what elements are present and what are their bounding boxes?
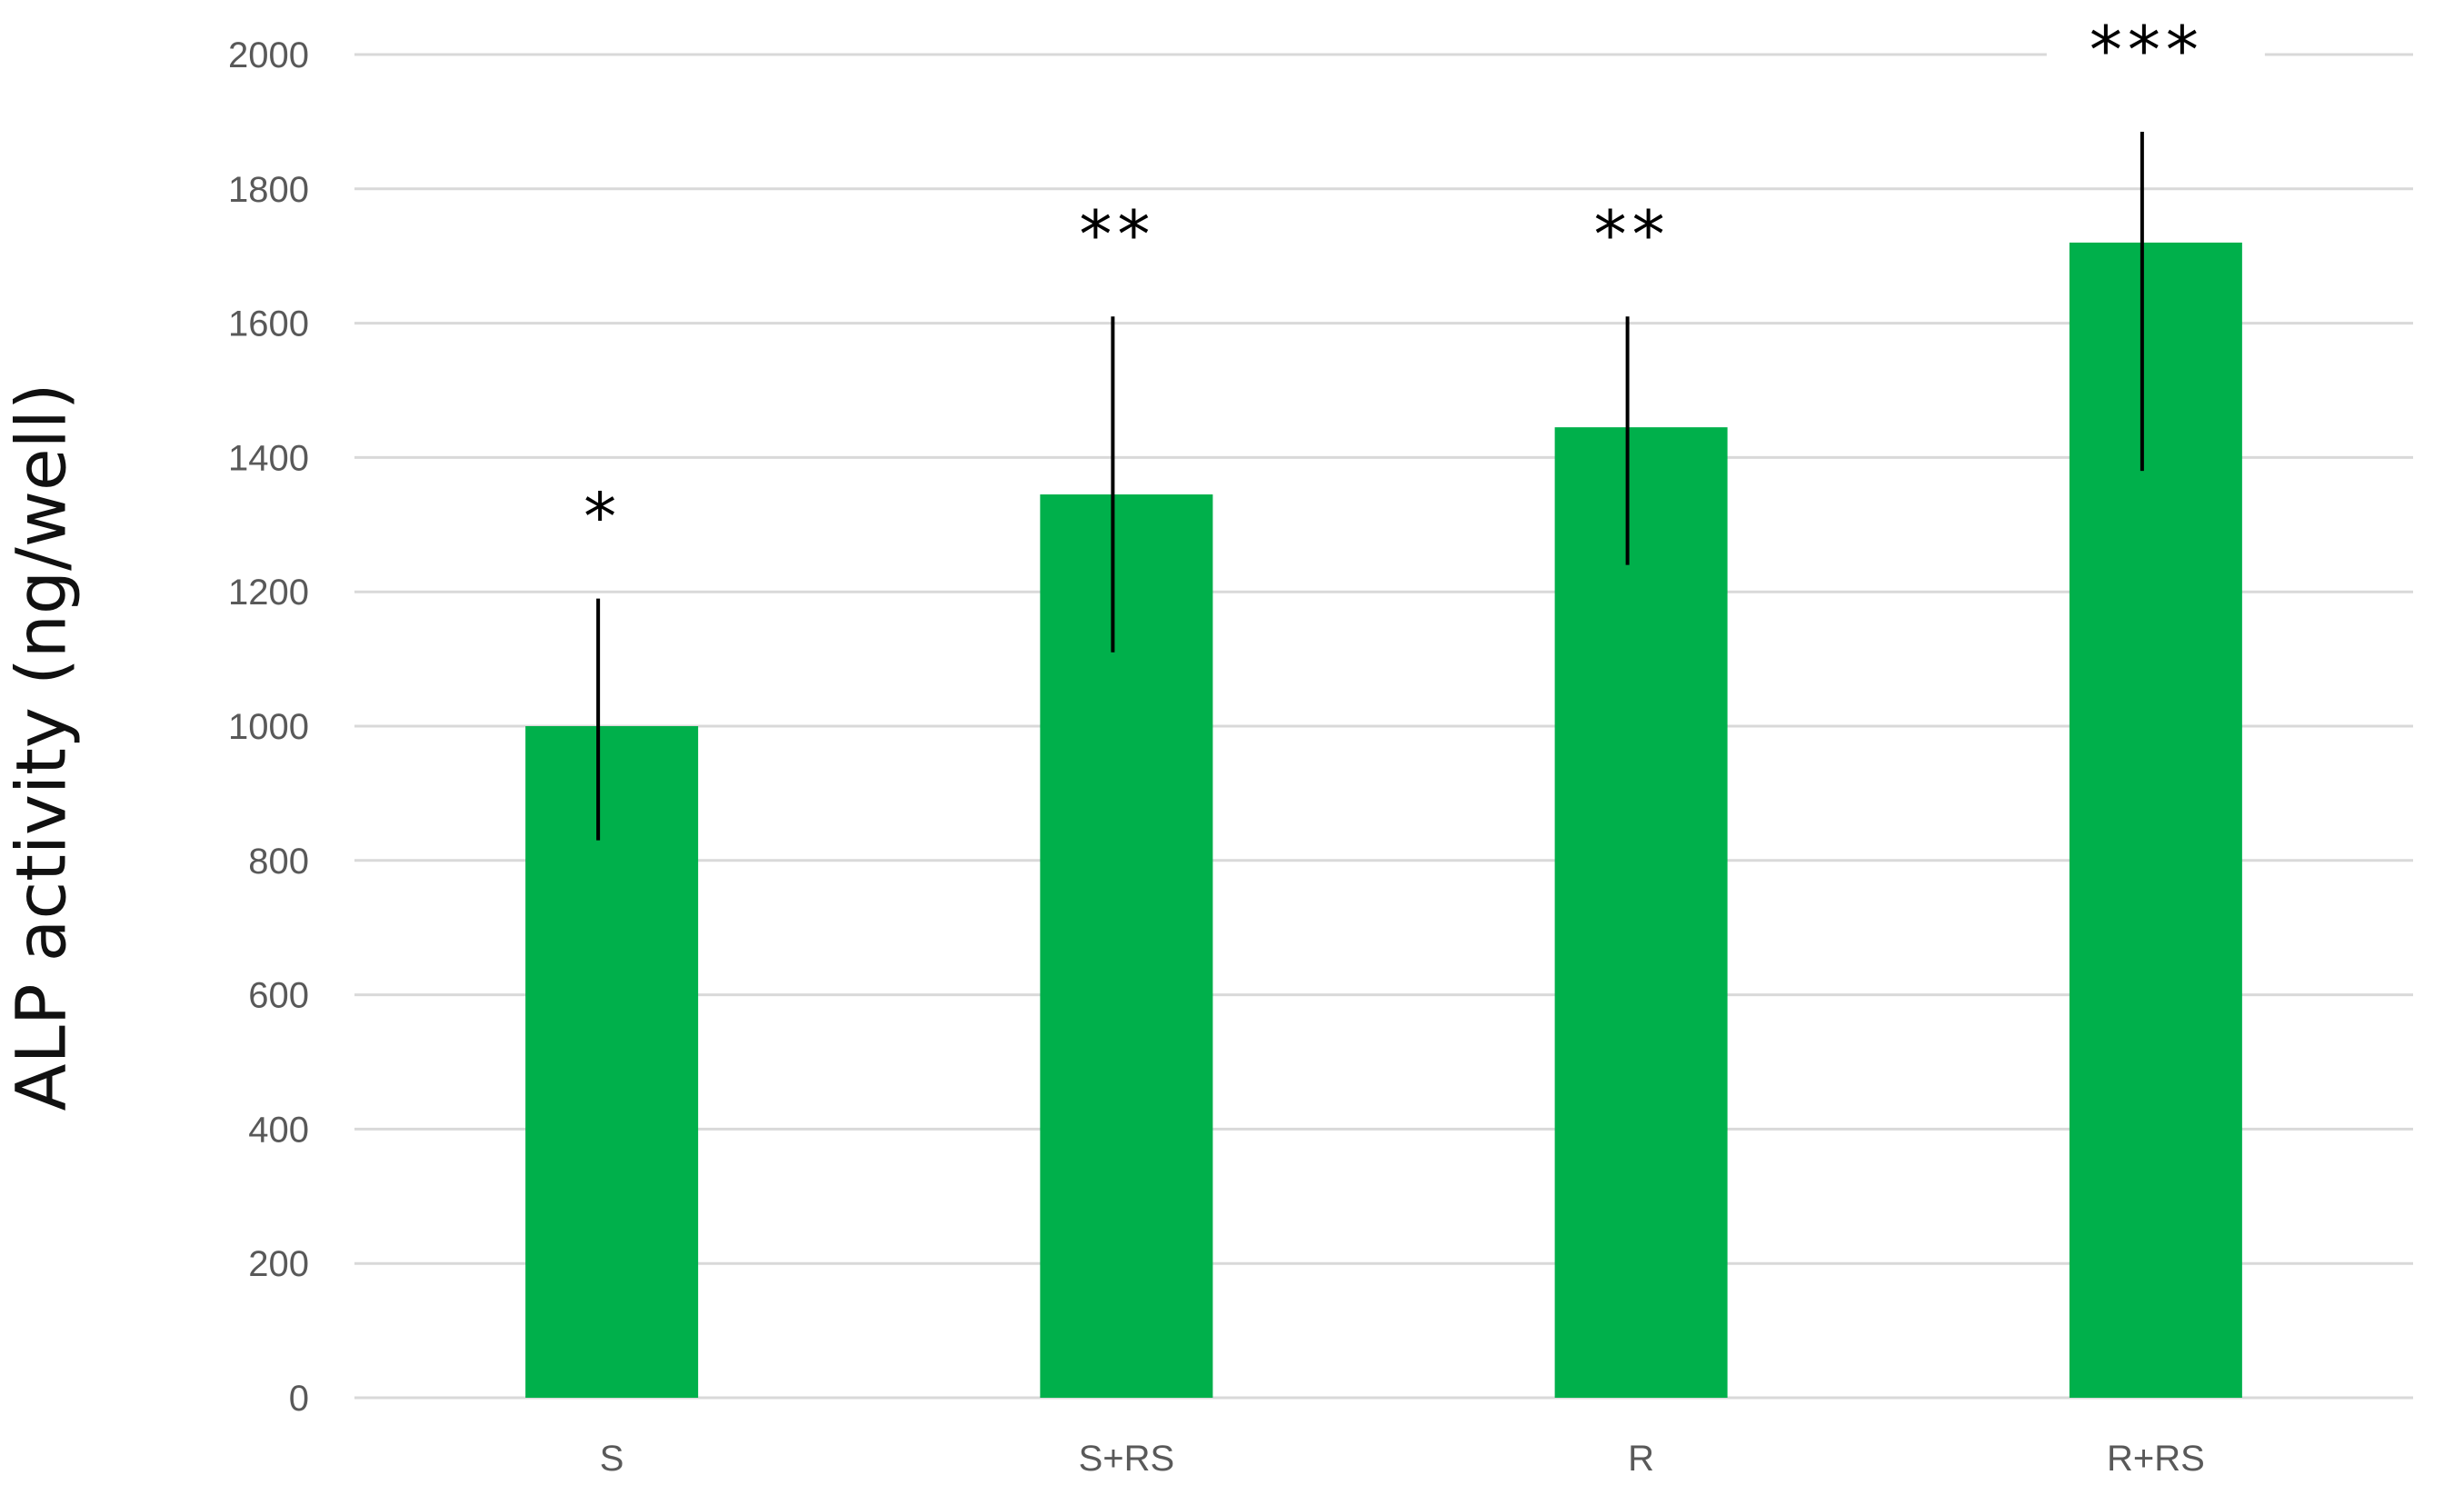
y-tick-label: 1600 bbox=[228, 304, 309, 344]
y-tick-label: 2000 bbox=[228, 35, 309, 75]
significance-label: *** bbox=[2090, 12, 2204, 88]
y-tick-label: 600 bbox=[248, 976, 309, 1016]
bar bbox=[525, 726, 699, 1398]
y-tick-label: 800 bbox=[248, 842, 309, 882]
y-tick-label: 1000 bbox=[228, 707, 309, 747]
bar bbox=[1040, 494, 1213, 1398]
x-tick-label: S+RS bbox=[1079, 1439, 1175, 1479]
y-tick-label: 200 bbox=[248, 1244, 309, 1284]
y-tick-label: 1800 bbox=[228, 170, 309, 210]
x-tick-label: R+RS bbox=[2107, 1439, 2205, 1479]
annotation-bg bbox=[548, 475, 676, 549]
bar bbox=[1554, 427, 1728, 1398]
y-tick-label: 1400 bbox=[228, 438, 309, 478]
x-tick-label: S bbox=[600, 1439, 624, 1479]
annotation-bg bbox=[2046, 8, 2265, 82]
y-tick-label: 1200 bbox=[228, 573, 309, 613]
annotation-bg bbox=[1554, 194, 1728, 267]
significance-label: ** bbox=[1079, 196, 1155, 273]
significance-label: * bbox=[584, 479, 622, 555]
x-tick-label: R bbox=[1628, 1439, 1654, 1479]
annotation-bg bbox=[1040, 194, 1213, 267]
y-tick-label: 0 bbox=[289, 1379, 309, 1419]
significance-label: ** bbox=[1594, 196, 1671, 273]
bar bbox=[2069, 242, 2242, 1398]
y-tick-label: 400 bbox=[248, 1110, 309, 1150]
